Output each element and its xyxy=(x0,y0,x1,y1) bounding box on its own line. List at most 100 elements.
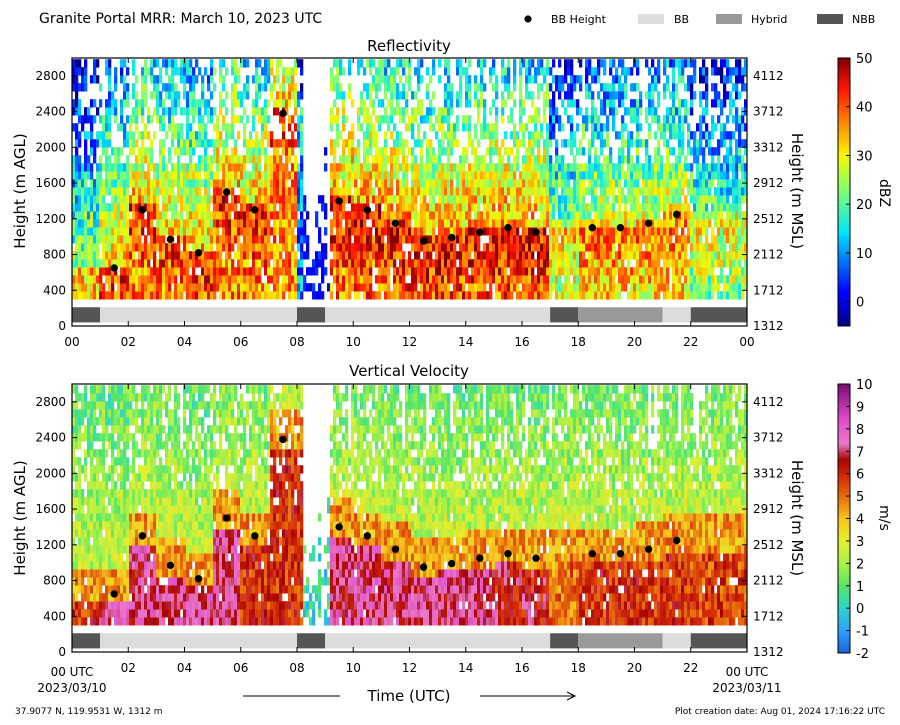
creation-date-text: Plot creation date: Aug 01, 2024 17:16:2… xyxy=(675,707,885,717)
bb-height-point xyxy=(279,109,287,118)
y2-tick-label: 2112 xyxy=(753,574,784,588)
legend-label: BB Height xyxy=(551,13,607,26)
bb-height-point xyxy=(504,550,512,558)
colorbar-tick-label: 1 xyxy=(856,580,864,595)
colorbar-tick-label: 2 xyxy=(856,557,864,572)
bb-height-point xyxy=(391,219,400,227)
bb-height-point xyxy=(616,224,625,232)
y-tick-label: 800 xyxy=(43,574,66,588)
x-tick-label: 18 xyxy=(571,661,586,675)
x-tick-label: 06 xyxy=(233,661,248,675)
legend-swatch-bb xyxy=(638,14,664,24)
x-tick-label: 12 xyxy=(402,661,417,675)
colorbar-frame xyxy=(837,57,851,327)
start-date-label: 2023/03/10 xyxy=(37,681,106,695)
y2-tick-label: 2512 xyxy=(753,538,784,552)
y-tick-label: 0 xyxy=(58,645,66,659)
x-tick-label: 18 xyxy=(571,335,586,349)
colorbar-tick-label: 4 xyxy=(856,513,864,528)
bb-height-point xyxy=(110,590,118,598)
x-tick-label: 04 xyxy=(177,661,192,675)
y-tick-label: 2800 xyxy=(35,395,66,409)
start-utc-label: 00 UTC xyxy=(51,665,94,679)
x-tick-label: 00 xyxy=(739,335,754,349)
y-tick-label: 1200 xyxy=(35,212,66,226)
x-tick-label: 10 xyxy=(346,661,361,675)
y-tick-label: 1600 xyxy=(35,176,66,190)
legend: BB Height BB Hybrid NBB xyxy=(524,13,875,26)
bb-type-segment-bb xyxy=(325,307,551,323)
bb-height-point xyxy=(138,206,147,214)
velocity-ylabel: Height (m AGL) xyxy=(11,460,29,575)
time-arrow-right xyxy=(480,691,577,701)
bb-type-segment-nbb xyxy=(550,307,579,323)
bb-height-point xyxy=(532,228,540,236)
velocity-colorbar: -2 -1 0 1 2 3 4 5 6 7 8 9 10 xyxy=(837,378,873,662)
colorbar-tick-label: 8 xyxy=(856,423,864,438)
bb-height-point xyxy=(166,561,175,570)
colorbar-tick-label: 10 xyxy=(856,247,873,262)
x-tick-label: 12 xyxy=(402,335,417,349)
colorbar-tick-label: 0 xyxy=(856,296,864,311)
bb-height-point xyxy=(222,514,231,522)
velocity-colorbar-label: m/s xyxy=(876,505,892,531)
bb-height-point xyxy=(251,206,259,214)
bb-height-point xyxy=(279,435,287,444)
bb-type-segment-nbb xyxy=(690,307,747,323)
x-tick-label: 16 xyxy=(514,661,529,675)
x-tick-label: 10 xyxy=(346,335,361,349)
x-tick-label: 20 xyxy=(627,661,642,675)
colorbar-tick-label: -2 xyxy=(856,647,869,662)
y2-tick-label: 3312 xyxy=(753,140,784,154)
y-tick-label: 800 xyxy=(43,248,66,262)
bb-type-segment-nbb xyxy=(72,633,101,649)
velocity-plot: 0 1312 400 1712 800 2112 1200 2512 1600 2912 2000 3… xyxy=(35,383,784,675)
bb-height-point xyxy=(588,550,597,558)
x-tick-label: 14 xyxy=(458,661,473,675)
legend-label: Hybrid xyxy=(751,13,787,26)
y-tick-label: 400 xyxy=(43,283,66,297)
location-text: 37.9077 N, 119.9531 W, 1312 m xyxy=(15,707,163,717)
bb-height-point xyxy=(504,224,512,232)
legend-swatch-hybrid xyxy=(716,14,742,24)
colorbar-tick-label: 9 xyxy=(856,400,864,415)
bb-height-point xyxy=(447,233,456,242)
bb-height-point xyxy=(419,237,428,245)
bb-type-segment-nbb xyxy=(297,307,326,323)
bb-type-segment-nbb xyxy=(550,633,579,649)
y2-tick-label: 2912 xyxy=(753,502,784,516)
bb-type-segment-hybrid xyxy=(578,633,663,649)
velocity-title: Vertical Velocity xyxy=(349,362,469,380)
bb-height-point xyxy=(194,249,203,257)
y-tick-label: 1200 xyxy=(35,538,66,552)
x-tick-label: 02 xyxy=(121,335,136,349)
heatmap-field xyxy=(72,385,748,626)
bb-height-point xyxy=(672,536,681,545)
bb-height-point xyxy=(110,264,118,272)
legend-label: NBB xyxy=(852,13,875,26)
colorbar-tick-label: -1 xyxy=(856,625,869,640)
bb-height-point xyxy=(194,575,203,583)
bb-height-point xyxy=(672,210,681,219)
x-tick-label: 02 xyxy=(121,661,136,675)
colorbar-tick-label: 5 xyxy=(856,490,864,505)
end-utc-label: 00 UTC xyxy=(726,665,769,679)
bb-type-segment-bb xyxy=(100,633,297,649)
y-tick-label: 2000 xyxy=(35,466,66,480)
reflectivity-colorbar: 0 10 20 30 40 50 xyxy=(837,52,873,327)
y2-tick-label: 1712 xyxy=(753,283,784,297)
y2-tick-label: 3712 xyxy=(753,105,784,119)
bb-type-segment-hybrid xyxy=(578,307,663,323)
bb-type-segment-bb xyxy=(325,633,551,649)
y-tick-label: 2000 xyxy=(35,140,66,154)
bb-height-point xyxy=(588,224,597,232)
bb-height-point xyxy=(616,550,625,558)
bb-type-segment-nbb xyxy=(297,633,326,649)
colorbar-tick-label: 20 xyxy=(856,198,873,213)
velocity-y2label: Height (m MSL) xyxy=(788,460,806,576)
end-date-label: 2023/03/11 xyxy=(712,681,781,695)
y2-tick-label: 2912 xyxy=(753,176,784,190)
colorbar-tick-label: 7 xyxy=(856,445,864,460)
x-tick-label: 16 xyxy=(514,335,529,349)
